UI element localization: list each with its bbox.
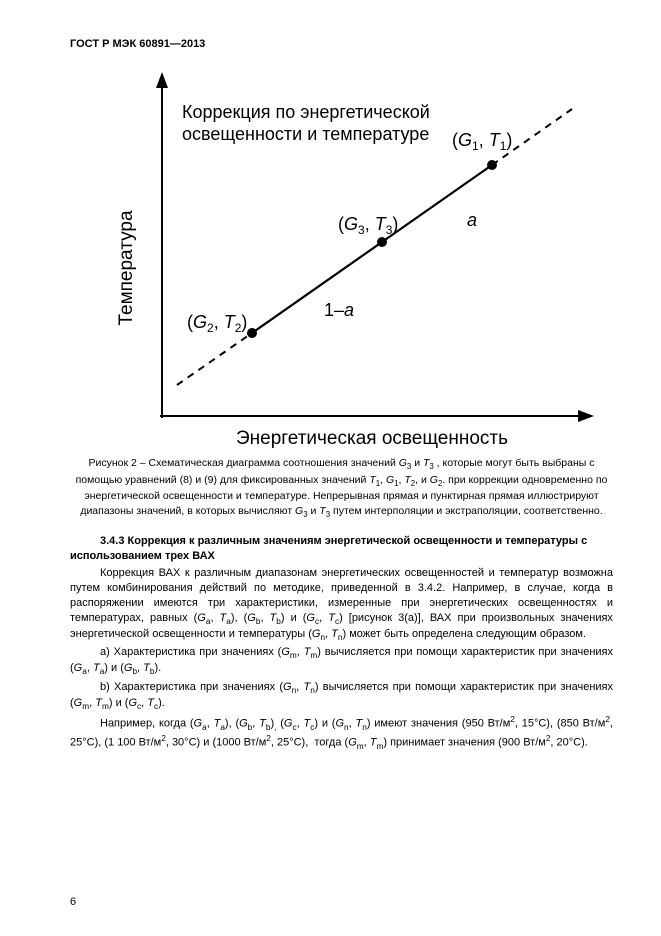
section-title: 3.4.3 Коррекция к различным значениям эн… — [70, 534, 613, 564]
paragraph-2: a) Характеристика при значениях (Gm, Tm)… — [70, 645, 613, 678]
figure-caption: Рисунок 2 – Схематическая диаграмма соот… — [70, 456, 613, 520]
solid-line — [252, 165, 492, 333]
x-axis-arrow-icon — [578, 410, 594, 422]
point-g3 — [377, 237, 387, 247]
point-g1 — [487, 160, 497, 170]
label-g3: (G3, T3) — [338, 214, 398, 237]
correction-label-line1: Коррекция по энергетической — [182, 102, 430, 122]
page-number: 6 — [70, 896, 76, 908]
point-g2 — [247, 328, 257, 338]
label-g1: (G1, T1) — [452, 130, 512, 153]
chart-container: Коррекция по энергетической освещенности… — [82, 58, 602, 448]
y-axis-arrow-icon — [156, 72, 168, 88]
label-g2: (G2, T2) — [187, 312, 247, 335]
correction-label-line2: освещенности и температуре — [182, 124, 429, 144]
x-axis-label: Энергетическая освещенность — [235, 428, 507, 448]
dashed-line-left — [177, 333, 252, 385]
label-a: a — [467, 210, 477, 230]
paragraph-3: b) Характеристика при значениях (Gn, Tn)… — [70, 680, 613, 713]
y-axis-label: Температура — [116, 210, 137, 326]
paragraph-1: Коррекция ВАХ к различным диапазонам эне… — [70, 566, 613, 643]
label-one-minus-a: 1–a — [324, 300, 354, 320]
dashed-line-right — [492, 109, 572, 165]
chart-svg: Коррекция по энергетической освещенности… — [82, 58, 602, 448]
paragraph-4: Например, когда (Ga, Ta), (Gb, Tb), (Gc,… — [70, 714, 613, 752]
body-text: Коррекция ВАХ к различным диапазонам эне… — [70, 566, 613, 752]
page: ГОСТ Р МЭК 60891—2013 Коррекция по энерг… — [0, 0, 661, 936]
document-id: ГОСТ Р МЭК 60891—2013 — [70, 38, 613, 50]
